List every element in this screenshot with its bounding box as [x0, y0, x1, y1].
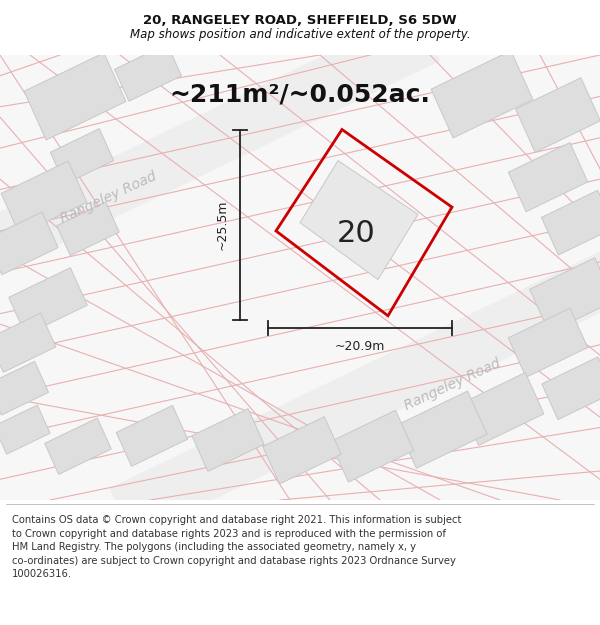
- Polygon shape: [300, 161, 418, 279]
- Polygon shape: [515, 78, 600, 152]
- Text: Map shows position and indicative extent of the property.: Map shows position and indicative extent…: [130, 28, 470, 41]
- Text: Rangeley Road: Rangeley Road: [58, 169, 158, 226]
- Polygon shape: [57, 202, 119, 256]
- Text: ~211m²/~0.052ac.: ~211m²/~0.052ac.: [170, 82, 430, 107]
- Polygon shape: [0, 212, 58, 275]
- Polygon shape: [541, 191, 600, 255]
- Polygon shape: [0, 405, 50, 454]
- Polygon shape: [110, 217, 600, 539]
- Text: ~25.5m: ~25.5m: [216, 199, 229, 250]
- Polygon shape: [0, 361, 49, 415]
- Polygon shape: [0, 313, 56, 372]
- Polygon shape: [508, 308, 587, 378]
- Polygon shape: [263, 417, 341, 484]
- Polygon shape: [542, 357, 600, 419]
- Polygon shape: [192, 409, 264, 471]
- Polygon shape: [330, 410, 414, 482]
- Polygon shape: [530, 258, 600, 332]
- Text: Rangeley Road: Rangeley Road: [401, 356, 502, 412]
- Polygon shape: [24, 52, 126, 140]
- Polygon shape: [45, 418, 111, 474]
- Polygon shape: [508, 142, 587, 212]
- Text: 20: 20: [337, 219, 376, 248]
- Polygon shape: [116, 406, 188, 466]
- Polygon shape: [397, 391, 487, 468]
- Text: Contains OS data © Crown copyright and database right 2021. This information is : Contains OS data © Crown copyright and d…: [12, 515, 461, 579]
- Text: 20, RANGELEY ROAD, SHEFFIELD, S6 5DW: 20, RANGELEY ROAD, SHEFFIELD, S6 5DW: [143, 14, 457, 28]
- Polygon shape: [9, 268, 87, 335]
- Polygon shape: [1, 161, 87, 234]
- Polygon shape: [115, 44, 181, 101]
- Polygon shape: [460, 372, 544, 445]
- Polygon shape: [0, 10, 440, 332]
- Polygon shape: [50, 129, 113, 184]
- Text: ~20.9m: ~20.9m: [335, 339, 385, 352]
- Polygon shape: [431, 51, 533, 138]
